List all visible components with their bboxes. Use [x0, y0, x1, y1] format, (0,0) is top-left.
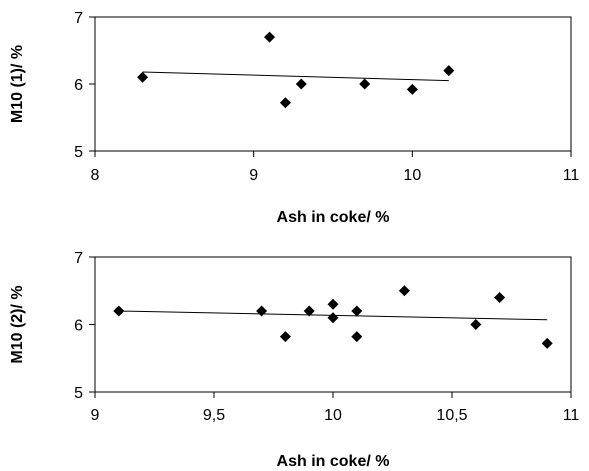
trend-line [142, 71, 449, 82]
x-tick-label: 9,5 [203, 407, 225, 424]
data-point [279, 97, 291, 109]
data-point [303, 305, 315, 317]
chart-m10-1: 5 6 7 8 9 10 11 Ash in coke/ % M10 (1)/ % [9, 10, 579, 226]
data-point [470, 319, 482, 330]
y-axis-title: M10 (1)/ % [9, 45, 26, 123]
data-point [398, 285, 410, 297]
data-point [137, 71, 149, 83]
y-tick-label: 7 [74, 250, 83, 267]
data-point [264, 31, 276, 43]
data-point [351, 331, 363, 343]
data-point [256, 305, 268, 317]
data-point [327, 312, 339, 324]
data-point [279, 331, 291, 343]
data-point [359, 78, 371, 90]
x-tick-label: 11 [563, 407, 580, 424]
data-point [327, 298, 339, 310]
x-tick-label: 11 [563, 167, 580, 184]
x-tick-label: 10 [403, 167, 421, 184]
data-point [351, 305, 363, 317]
y-tick-label: 7 [74, 10, 83, 27]
y-axis-title: M10 (2)/ % [9, 285, 26, 363]
y-tick-label: 5 [74, 144, 83, 161]
plot-area [94, 256, 572, 393]
data-point [295, 78, 307, 90]
plot-area [94, 16, 572, 152]
x-axis-title: Ash in coke/ % [277, 209, 390, 226]
data-point [406, 83, 418, 95]
chart-m10-2: 5 6 7 9 9,5 10 10,5 11 Ash in coke/ % M10 (2)/ % [9, 250, 579, 470]
data-point [443, 65, 455, 77]
y-tick-label: 5 [74, 385, 83, 402]
x-tick-label: 10,5 [436, 407, 467, 424]
x-tick-label: 8 [91, 167, 100, 184]
y-tick-label: 6 [74, 318, 83, 335]
x-axis-title: Ash in coke/ % [277, 453, 390, 470]
x-tick-label: 9 [249, 167, 258, 184]
x-tick-label: 9 [91, 407, 100, 424]
data-point [113, 305, 125, 317]
x-tick-label: 10 [324, 407, 342, 424]
data-point [541, 337, 553, 349]
y-tick-label: 6 [74, 77, 83, 94]
data-point [494, 292, 506, 303]
